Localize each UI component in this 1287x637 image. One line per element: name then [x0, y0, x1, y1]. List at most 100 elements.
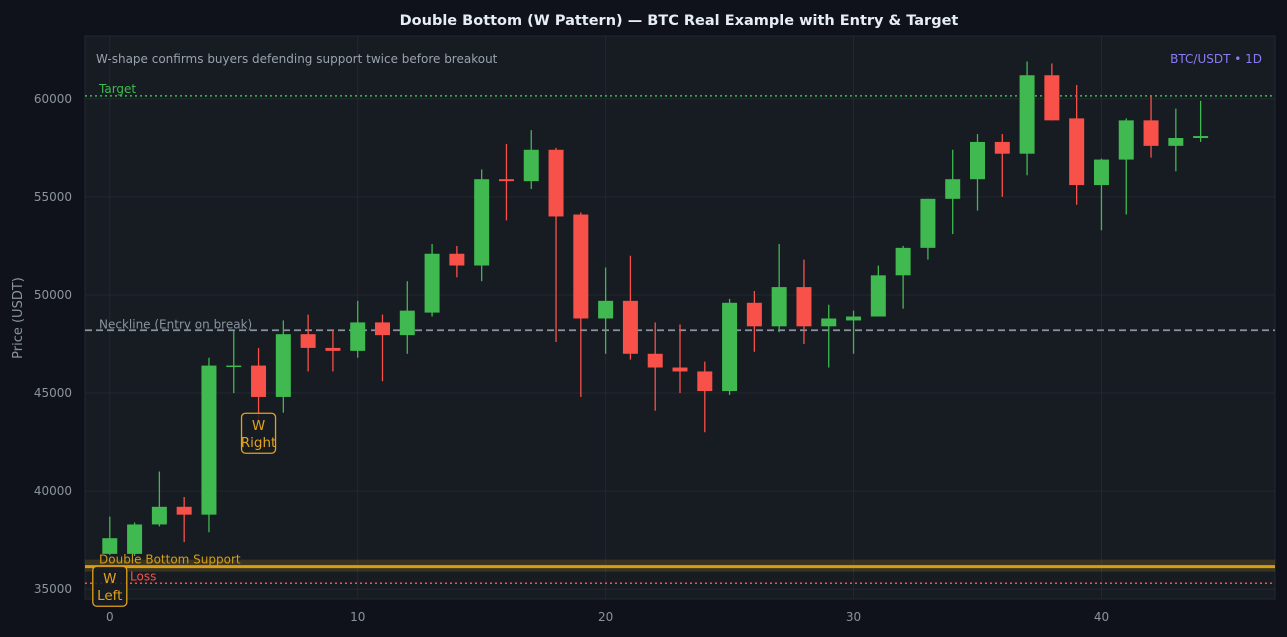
candle	[697, 361, 713, 433]
annotation-text: W	[103, 571, 116, 587]
candle	[300, 314, 316, 372]
candle-body	[1193, 136, 1209, 139]
candle-body	[697, 371, 713, 392]
candle	[449, 245, 465, 278]
candle-body	[647, 353, 663, 368]
candle	[424, 243, 440, 317]
candle	[523, 130, 539, 190]
candle	[325, 330, 341, 372]
y-tick-label: 55000	[34, 190, 72, 204]
candle-body	[722, 302, 738, 392]
x-tick-label: 40	[1094, 610, 1109, 624]
candle	[350, 300, 366, 358]
annotation-text: Left	[97, 588, 122, 604]
candle-body	[672, 367, 688, 372]
support-label: Double Bottom Support	[99, 553, 241, 567]
candle	[573, 212, 589, 397]
candle	[548, 147, 564, 343]
candle	[796, 259, 812, 344]
candle-body	[176, 506, 192, 515]
candle	[1143, 95, 1159, 158]
candle	[746, 291, 762, 352]
candle-body	[1143, 120, 1159, 146]
candle-body	[300, 334, 316, 348]
candle	[672, 324, 688, 394]
stop-loss-label: Loss	[130, 569, 156, 583]
candle-body	[127, 524, 143, 554]
candle	[647, 322, 663, 411]
candles	[102, 61, 1209, 556]
candle-body	[1069, 118, 1085, 186]
pair-label: BTC/USDT • 1D	[1170, 52, 1262, 66]
candle	[201, 357, 217, 533]
chart-title: Double Bottom (W Pattern) — BTC Real Exa…	[400, 13, 959, 29]
candle-body	[1168, 138, 1184, 146]
y-axis-label: Price (USDT)	[11, 277, 26, 359]
candle	[1168, 108, 1184, 172]
candle-body	[201, 365, 217, 515]
candle	[1019, 61, 1035, 176]
candle-body	[771, 287, 787, 327]
y-tick-label: 40000	[34, 484, 72, 498]
candle	[945, 149, 961, 235]
candle	[1093, 158, 1109, 231]
candle-body	[449, 253, 465, 266]
candle-body	[498, 179, 514, 182]
candle-body	[846, 316, 862, 321]
candle-body	[622, 300, 638, 354]
candle-body	[1118, 120, 1134, 160]
candle-body	[424, 253, 440, 313]
candle	[920, 198, 936, 260]
candle-body	[573, 214, 589, 319]
candle-body	[275, 334, 291, 397]
candle-body	[920, 198, 936, 248]
candle	[722, 298, 738, 395]
candle-body	[796, 287, 812, 327]
candle	[474, 169, 490, 282]
candle	[846, 310, 862, 354]
candle	[275, 320, 291, 413]
candle-body	[474, 179, 490, 266]
candle-body	[102, 538, 118, 554]
candle	[622, 255, 638, 360]
candle	[498, 143, 514, 221]
candle	[251, 347, 267, 423]
candle	[771, 243, 787, 333]
annotation-box	[240, 412, 277, 454]
candle	[994, 134, 1010, 197]
candle	[870, 265, 886, 317]
candle-body	[870, 275, 886, 317]
candle-body	[821, 318, 837, 327]
candle-body	[151, 506, 167, 525]
candle-body	[945, 179, 961, 199]
candle-body	[746, 302, 762, 327]
candle-body	[1093, 159, 1109, 186]
candle	[176, 496, 192, 543]
x-tick-label: 0	[106, 610, 114, 624]
candle-body	[598, 300, 614, 319]
candle-body	[970, 141, 985, 180]
candle-body	[375, 322, 390, 336]
plot-area	[84, 35, 1276, 600]
axes: 0 10 20 30 40 35000 40000 45000 50000 55000 60000	[34, 92, 1109, 624]
candle	[226, 330, 242, 394]
candle	[127, 522, 143, 556]
candle-body	[994, 141, 1010, 154]
x-tick-label: 30	[846, 610, 861, 624]
candle-body	[226, 365, 242, 368]
annotation-text: Right	[241, 435, 277, 451]
target-label: Target	[98, 82, 136, 96]
chart-subtitle: W-shape confirms buyers defending suppor…	[96, 52, 498, 66]
candle-body	[350, 322, 366, 351]
y-tick-label: 45000	[34, 386, 72, 400]
candle	[399, 281, 415, 354]
candle-body	[325, 347, 341, 351]
candle	[821, 304, 837, 368]
candle-body	[399, 310, 415, 336]
y-tick-label: 50000	[34, 288, 72, 302]
candle-body	[1044, 75, 1060, 121]
annotation-box	[92, 565, 128, 607]
